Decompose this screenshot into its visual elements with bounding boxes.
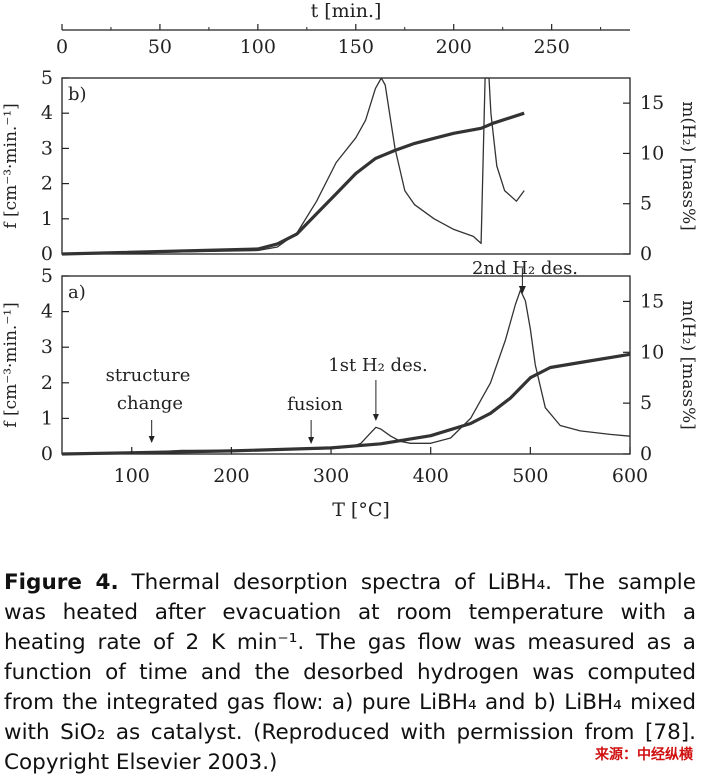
arrowhead-fusion [308, 437, 315, 444]
top-tick-label: 0 [56, 36, 68, 58]
figure-caption: Figure 4. Thermal desorption spectra of … [4, 568, 696, 778]
right-tick-label: 0 [640, 443, 652, 465]
left-tick-label: 1 [41, 407, 53, 429]
left-tick-label: 3 [41, 336, 53, 358]
left-axis-title: f [cm⁻³·min.⁻¹] [1, 302, 21, 428]
top-tick-label: 250 [534, 36, 570, 58]
left-tick-label: 5 [41, 265, 53, 287]
series-line-b-flow [61, 77, 525, 255]
right-tick-label: 5 [640, 392, 652, 414]
caption-text: Thermal desorption spectra of LiBH₄. The… [4, 570, 696, 775]
panel-label-b: b) [68, 84, 87, 105]
left-tick-label: 2 [41, 372, 53, 394]
bottom-tick-label: 500 [512, 465, 548, 487]
top-tick-label: 50 [148, 36, 172, 58]
series-line-b-mass [61, 111, 525, 256]
arrowhead-1st-h2-des [372, 414, 379, 421]
left-tick-label: 1 [41, 208, 53, 230]
left-tick-label: 4 [41, 102, 53, 124]
bottom-tick-label: 200 [213, 465, 249, 487]
right-tick-label: 15 [640, 290, 664, 312]
top-tick-label: 200 [436, 36, 472, 58]
tds-figure: 0 50 100 150 200 250 t [min.] 0 1 2 3 4 5 0 5 10 15 f [cm… [1, 0, 698, 521]
caption-label: Figure 4. [4, 570, 119, 595]
left-axis-title: f [cm⁻³·min.⁻¹] [1, 103, 21, 229]
top-tick-label: 100 [240, 36, 276, 58]
right-tick-label: 0 [640, 243, 652, 265]
right-tick-label: 10 [640, 341, 664, 363]
annotation-fusion: fusion [287, 394, 343, 415]
right-tick-label: 5 [640, 193, 652, 215]
left-tick-label: 3 [41, 137, 53, 159]
left-tick-label: 0 [41, 243, 53, 265]
annotation-2nd-h2-des: 2nd H₂ des. [472, 258, 578, 279]
left-tick-label: 2 [41, 173, 53, 195]
panel-frame-b [61, 77, 631, 255]
annotation-1st-h2-des: 1st H₂ des. [328, 355, 427, 376]
panel-label-a: a) [68, 282, 86, 303]
series-line-a-mass [61, 352, 631, 456]
right-axis-title: m(H₂) [mass%] [678, 101, 698, 231]
right-tick-label: 15 [640, 92, 664, 114]
annotation-structure-change: structure [106, 365, 191, 386]
bottom-axis-title: T [°C] [332, 499, 390, 521]
panel-frame-a [61, 275, 631, 455]
top-tick-label: 150 [338, 36, 374, 58]
bottom-tick-label: 600 [612, 465, 648, 487]
left-tick-label: 5 [41, 67, 53, 89]
right-axis-title: m(H₂) [mass%] [678, 300, 698, 430]
bottom-tick-label: 300 [313, 465, 349, 487]
arrowhead-2nd-h2-des [518, 286, 526, 294]
annotation-structure-change-line2: change [117, 393, 183, 414]
bottom-tick-label: 100 [114, 465, 150, 487]
source-watermark: 来源：中经纵横 [595, 747, 693, 763]
arrowhead-structure-change [148, 436, 155, 443]
right-tick-label: 10 [640, 142, 664, 164]
left-tick-label: 0 [41, 443, 53, 465]
top-axis-title: t [min.] [311, 0, 382, 22]
bottom-tick-label: 400 [413, 465, 449, 487]
left-tick-label: 4 [41, 301, 53, 323]
